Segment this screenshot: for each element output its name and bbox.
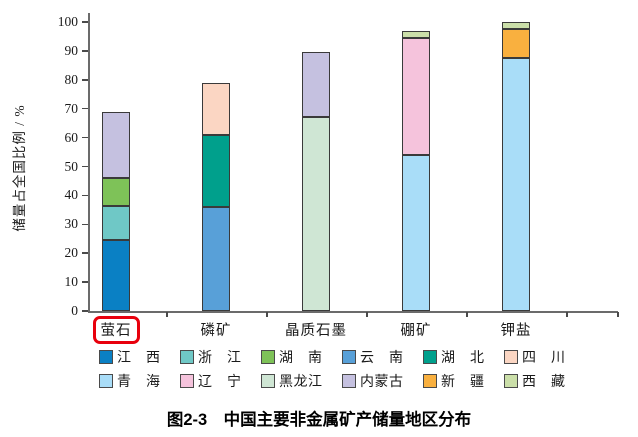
legend-label-湖南: 湖 南 xyxy=(279,351,323,366)
legend-swatch-内蒙古 xyxy=(342,374,356,388)
legend-swatch-浙江 xyxy=(180,350,194,364)
bar-segment-钾盐-青海 xyxy=(502,58,530,311)
y-axis-title: 储量占全国比例 / % xyxy=(12,104,27,232)
legend-swatch-青海 xyxy=(99,374,113,388)
y-axis-line xyxy=(88,13,90,311)
y-tick-label: 0 xyxy=(71,303,78,318)
x-category-label-硼矿: 硼矿 xyxy=(400,323,432,339)
x-tick-mark xyxy=(466,312,468,317)
y-tick-mark xyxy=(82,223,88,226)
legend-swatch-云南 xyxy=(342,350,356,364)
y-tick-label: 80 xyxy=(64,71,79,87)
x-tick-mark xyxy=(617,312,619,317)
legend-label-湖北: 湖 北 xyxy=(441,351,485,366)
bar-segment-硼矿-西藏 xyxy=(402,30,430,38)
x-tick-mark xyxy=(166,312,168,317)
legend-swatch-辽宁 xyxy=(180,374,194,388)
x-category-label-萤石[interactable]: 萤石 xyxy=(56,316,176,344)
legend-swatch-湖北 xyxy=(423,350,437,364)
legend-swatch-四川 xyxy=(504,350,518,364)
legend-swatch-西藏 xyxy=(504,374,518,388)
bar-segment-萤石-湖南 xyxy=(102,178,130,206)
legend: 江 西 浙 江 湖 南 云 南 湖 北 四 川青 海 辽 宁 黑龙江 内蒙古 新 疆 西 藏 xyxy=(99,347,585,391)
bar-segment-晶质石墨-内蒙古 xyxy=(302,52,330,118)
legend-label-江西: 江 西 xyxy=(117,351,161,366)
bar-segment-磷矿-四川 xyxy=(202,82,230,135)
bar-segment-萤石-内蒙古 xyxy=(102,111,130,179)
y-tick-label: 30 xyxy=(64,216,79,232)
legend-label-浙江: 浙 江 xyxy=(198,351,242,366)
legend-item-辽宁: 辽 宁 xyxy=(180,371,261,391)
bar-segment-磷矿-云南 xyxy=(202,206,230,311)
bar-segment-晶质石墨-黑龙江 xyxy=(302,117,330,311)
x-tick-mark xyxy=(566,312,568,317)
y-tick-mark xyxy=(82,165,88,168)
x-axis-line xyxy=(88,311,618,313)
bar-segment-硼矿-青海 xyxy=(402,154,430,311)
legend-label-青海: 青 海 xyxy=(117,375,161,390)
legend-swatch-江西 xyxy=(99,350,113,364)
y-tick-label: 20 xyxy=(64,245,79,261)
legend-label-新疆: 新 疆 xyxy=(441,375,485,390)
x-category-label-晶质石墨: 晶质石墨 xyxy=(285,323,347,339)
legend-row-1: 江 西浙 江湖 南云 南湖 北四 川 xyxy=(99,347,585,367)
bar-segment-磷矿-湖北 xyxy=(202,134,230,207)
legend-label-内蒙古: 内蒙古 xyxy=(360,375,404,390)
bar-segment-钾盐-西藏 xyxy=(502,22,530,30)
legend-swatch-湖南 xyxy=(261,350,275,364)
legend-label-西藏: 西 藏 xyxy=(522,375,566,390)
legend-item-浙江: 浙 江 xyxy=(180,347,261,367)
y-tick-mark xyxy=(82,79,88,81)
legend-item-云南: 云 南 xyxy=(342,347,423,367)
y-tick-label: 50 xyxy=(64,158,79,174)
legend-swatch-黑龙江 xyxy=(261,374,275,388)
legend-item-湖北: 湖 北 xyxy=(423,347,504,367)
y-tick-mark xyxy=(82,107,88,110)
legend-item-青海: 青 海 xyxy=(99,371,180,391)
y-tick-mark xyxy=(82,281,88,283)
legend-label-云南: 云 南 xyxy=(360,351,404,366)
figure-caption: 图2-3 中国主要非金属矿产储量地区分布 xyxy=(166,411,472,429)
legend-label-辽宁: 辽 宁 xyxy=(198,375,242,390)
legend-item-西藏: 西 藏 xyxy=(504,371,585,391)
legend-label-黑龙江: 黑龙江 xyxy=(279,375,323,390)
bar-segment-萤石-江西 xyxy=(102,240,130,311)
legend-swatch-新疆 xyxy=(423,374,437,388)
y-tick-mark xyxy=(82,194,88,197)
y-tick-label: 60 xyxy=(64,129,79,145)
x-category-label-钾盐: 钾盐 xyxy=(500,323,532,339)
legend-item-湖南: 湖 南 xyxy=(261,347,342,367)
legend-label-四川: 四 川 xyxy=(522,351,566,366)
y-tick-mark xyxy=(82,21,88,23)
bar-segment-萤石-浙江 xyxy=(102,205,130,241)
y-tick-mark xyxy=(82,252,88,254)
legend-item-黑龙江: 黑龙江 xyxy=(261,371,342,391)
x-tick-mark xyxy=(266,312,268,317)
bar-segment-钾盐-新疆 xyxy=(502,29,530,59)
legend-item-江西: 江 西 xyxy=(99,347,180,367)
y-tick-label: 10 xyxy=(64,274,79,290)
legend-item-四川: 四 川 xyxy=(504,347,585,367)
y-tick-mark xyxy=(82,50,88,52)
x-category-label-磷矿: 磷矿 xyxy=(200,323,232,339)
y-tick-label: 100 xyxy=(57,14,78,29)
legend-item-新疆: 新 疆 xyxy=(423,371,504,391)
legend-item-内蒙古: 内蒙古 xyxy=(342,371,423,391)
highlight-box[interactable]: 萤石 xyxy=(92,316,140,344)
y-tick-mark xyxy=(82,136,88,139)
y-tick-label: 40 xyxy=(64,187,79,203)
y-tick-mark xyxy=(82,310,88,312)
x-tick-mark xyxy=(366,312,368,317)
bar-segment-硼矿-辽宁 xyxy=(402,37,430,155)
y-tick-label: 70 xyxy=(64,100,79,116)
y-tick-label: 90 xyxy=(64,42,79,58)
legend-row-2: 青 海 辽 宁 黑龙江 内蒙古 新 疆 西 藏 xyxy=(99,371,585,391)
